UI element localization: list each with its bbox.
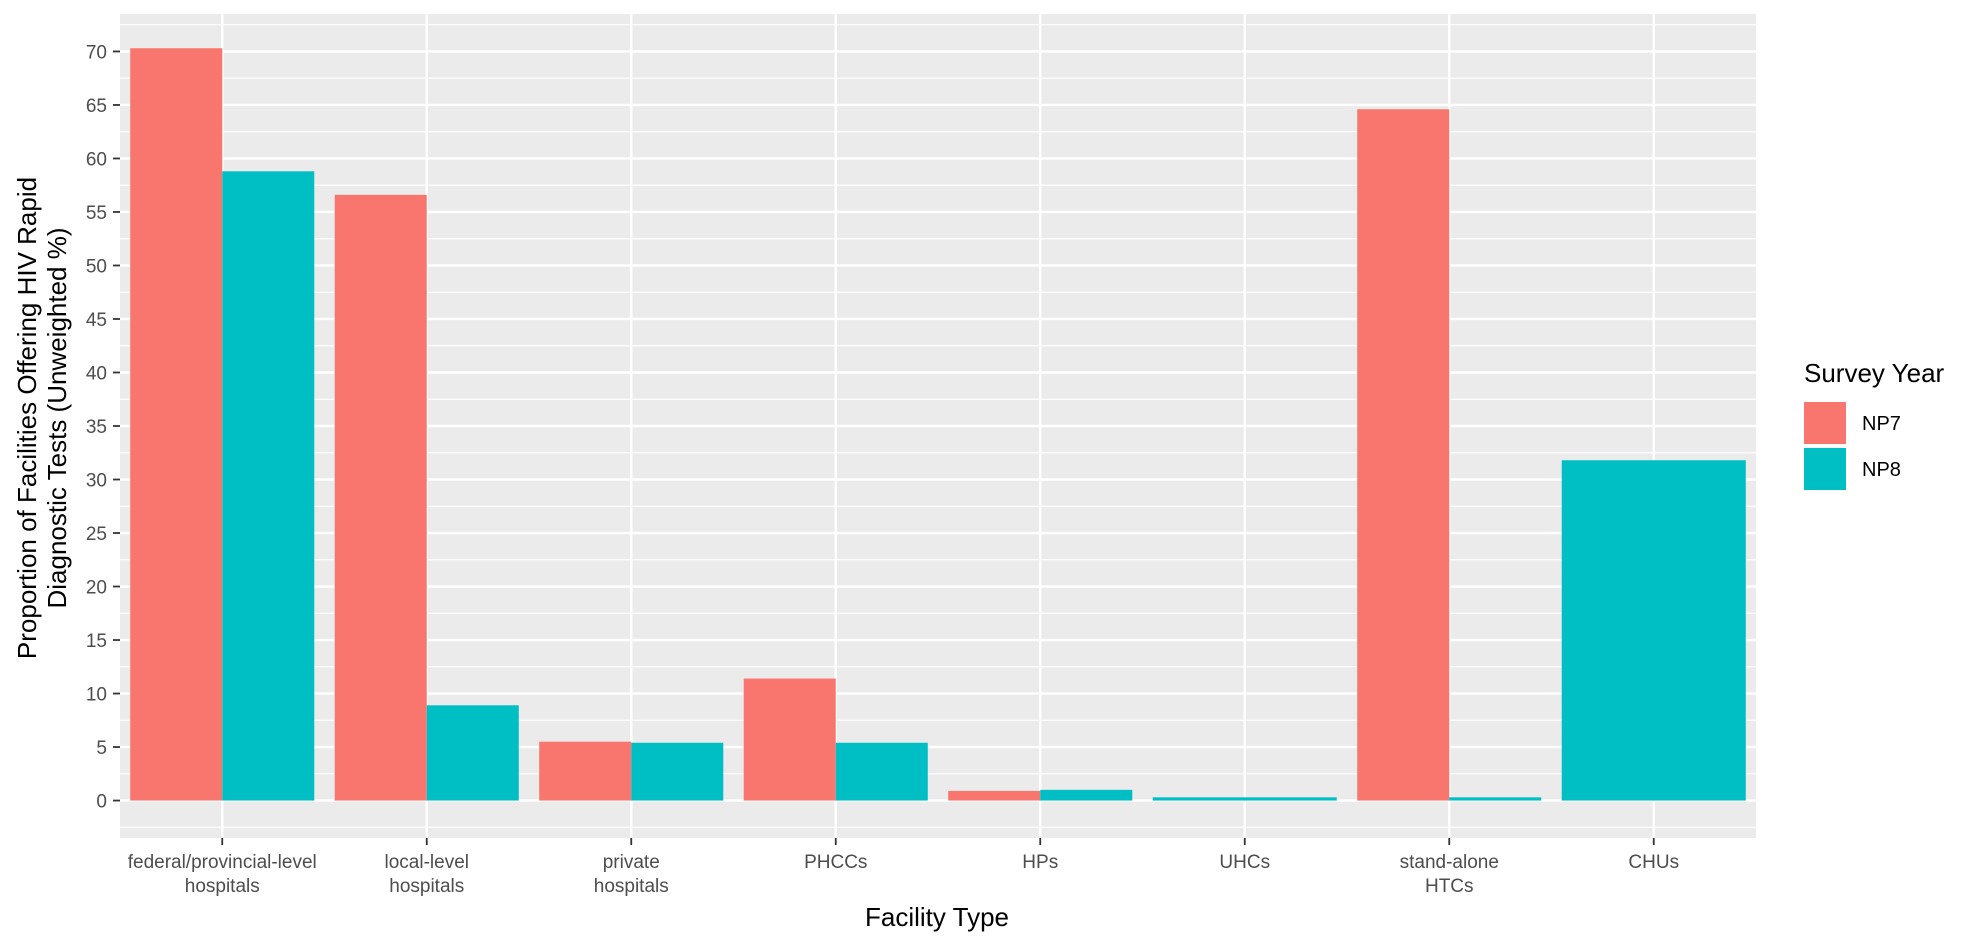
y-tick-label: 35 xyxy=(86,417,107,438)
y-tick-label: 65 xyxy=(86,96,107,117)
x-tick-label: hospitals xyxy=(389,876,464,897)
legend-swatch-np8 xyxy=(1804,448,1846,490)
x-tick-label: private xyxy=(603,852,660,873)
legend-title: Survey Year xyxy=(1804,358,1945,388)
y-axis-title-line-1: Proportion of Facilities Offering HIV Ra… xyxy=(12,177,42,659)
x-tick-label: CHUs xyxy=(1628,852,1679,873)
legend-label-np7: NP7 xyxy=(1862,413,1901,435)
y-tick-label: 30 xyxy=(86,471,107,492)
legend: Survey Year NP7 NP8 xyxy=(1804,358,1945,490)
y-tick-label: 25 xyxy=(86,524,107,545)
bars xyxy=(130,48,1746,801)
bar-np8 xyxy=(222,171,315,801)
bar-np8 xyxy=(426,705,519,801)
y-axis-title: Proportion of Facilities Offering HIV Ra… xyxy=(12,177,72,659)
bar-np7 xyxy=(539,741,632,801)
y-axis: 0 5 10 15 20 25 30 35 40 45 50 55 60 65 70 xyxy=(86,42,120,813)
x-tick-label: UHCs xyxy=(1219,852,1270,873)
bar-np8 xyxy=(1561,460,1746,801)
bar-np8 xyxy=(835,742,928,801)
y-tick-label: 10 xyxy=(86,685,107,706)
x-tick-label: hospitals xyxy=(594,876,669,897)
bar-np7 xyxy=(948,790,1041,801)
y-tick-label: 45 xyxy=(86,310,107,331)
y-tick-label: 0 xyxy=(96,792,107,813)
x-tick-label: stand-alone xyxy=(1400,852,1499,873)
bar-np7 xyxy=(130,48,223,801)
y-tick-label: 20 xyxy=(86,578,107,599)
x-tick-label: local-level xyxy=(385,852,469,873)
bar-np8 xyxy=(1152,797,1337,801)
y-tick-label: 5 xyxy=(96,738,107,759)
y-tick-label: 60 xyxy=(86,149,107,170)
x-axis-title: Facility Type xyxy=(865,902,1009,932)
bar-np7 xyxy=(334,194,427,801)
x-tick-label: hospitals xyxy=(185,876,260,897)
y-tick-label: 15 xyxy=(86,631,107,652)
y-tick-label: 70 xyxy=(86,42,107,63)
bar-np7 xyxy=(743,678,836,801)
bar-np8 xyxy=(1040,789,1133,801)
bar-np8 xyxy=(631,742,724,801)
x-tick-label: HPs xyxy=(1022,852,1058,873)
legend-swatch-np7 xyxy=(1804,402,1846,444)
legend-label-np8: NP8 xyxy=(1862,459,1901,481)
x-axis: federal/provincial-level hospitals local-l… xyxy=(128,838,1679,897)
y-tick-label: 40 xyxy=(86,363,107,384)
x-tick-label: HTCs xyxy=(1425,876,1474,897)
bar-np8 xyxy=(1449,797,1542,801)
x-tick-label: federal/provincial-level xyxy=(128,852,317,873)
y-tick-label: 55 xyxy=(86,203,107,224)
bar-np7 xyxy=(1357,109,1450,801)
x-tick-label: PHCCs xyxy=(804,852,867,873)
y-tick-label: 50 xyxy=(86,256,107,277)
y-axis-title-line-2: Diagnostic Tests (Unweighted %) xyxy=(42,227,72,608)
